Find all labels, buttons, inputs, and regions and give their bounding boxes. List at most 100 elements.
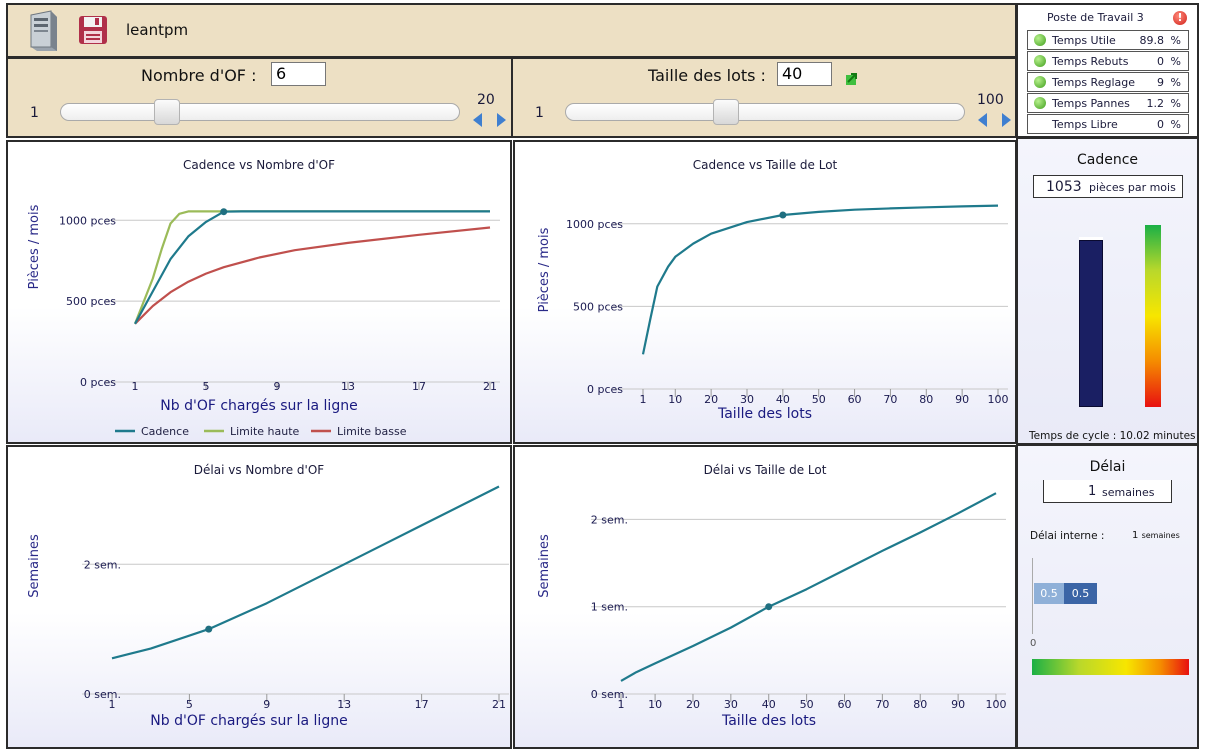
y-tick-label: 2 sem. [591, 513, 628, 526]
y-axis-title: Pièces / mois [27, 204, 42, 289]
status-led-icon [1034, 97, 1046, 109]
y-tick-label: 0 pces [587, 383, 623, 396]
of-decrement-icon[interactable] [473, 113, 482, 127]
save-icon[interactable] [78, 15, 108, 45]
delai-internal-label: Délai interne : [1030, 530, 1105, 542]
of-slider-min: 1 [30, 105, 39, 121]
delai-segment-2: 0.5 [1064, 583, 1097, 604]
y-tick-label: 0 pces [80, 376, 116, 389]
cadence-panel: Cadence 1053 pièces par mois Temps de cy… [1016, 137, 1199, 445]
lot-increment-icon[interactable] [1002, 113, 1011, 127]
x-tick-label: 10 [668, 393, 682, 406]
app-name: leantpm [126, 21, 189, 39]
cadence-level-track [1079, 237, 1103, 407]
x-tick-label: 90 [955, 393, 969, 406]
of-count-input[interactable]: 6 [271, 62, 326, 86]
lot-size-label: Taille des lots : [648, 66, 766, 85]
data-point-marker [765, 603, 773, 611]
chart-title: Cadence vs Taille de Lot [693, 158, 838, 172]
delai-unit: semaines [1102, 486, 1155, 499]
chart-delai-vs-of: Délai vs Nombre d'OF0 sem.2 sem.1 5 9 13 17 2… [27, 463, 509, 729]
of-slider-thumb[interactable] [154, 99, 180, 125]
x-tick-label: 70 [875, 698, 889, 711]
delai-segment-1: 0.5 [1034, 583, 1064, 604]
cadence-level-bar [1079, 240, 1103, 407]
x-tick-label: 1 [109, 698, 116, 711]
chart-panel-cadence-of: Cadence vs Nombre d'OF 0 pces 500 pces 1000… [6, 140, 512, 444]
legend-label: Cadence [141, 425, 189, 438]
x-tick-label: 1 [640, 393, 647, 406]
stat-row: Temps Libre 0% [1027, 114, 1189, 134]
lot-slider-thumb[interactable] [713, 99, 739, 125]
delai-value: 1 [1088, 484, 1097, 499]
stat-name: Temps Pannes [1052, 97, 1130, 110]
x-tick-label: 30 [724, 698, 738, 711]
cadence-value: 1053 [1046, 179, 1082, 195]
x-tick-label: 50 [800, 698, 814, 711]
x-tick-label: 100 [988, 393, 1009, 406]
legend-label: Limite basse [337, 425, 407, 438]
cadence-color-scale [1145, 225, 1161, 407]
x-tick-label: 5 [186, 698, 193, 711]
x-tick-label: 80 [919, 393, 933, 406]
chart-title: Délai vs Taille de Lot [704, 463, 827, 477]
chart-title: Délai vs Nombre d'OF [194, 463, 324, 477]
x-tick-label: 40 [762, 698, 776, 711]
lot-control-panel: Taille des lots : 40 1 100 [511, 57, 1017, 138]
stat-name: Temps Libre [1052, 118, 1118, 131]
of-slider-track[interactable] [60, 103, 460, 121]
stat-value: 9 [1157, 76, 1164, 89]
x-tick-label: 10 [648, 698, 662, 711]
x-tick-label: 30 [740, 393, 754, 406]
alert-icon[interactable]: ! [1173, 11, 1187, 25]
delai-panel: Délai 1 semaines Délai interne : 1 semai… [1016, 444, 1199, 749]
x-tick-label: 100 [986, 698, 1007, 711]
lot-slider-max: 100 [977, 92, 1004, 108]
data-point-marker [220, 208, 228, 216]
x-tick-label: 90 [951, 698, 965, 711]
data-point-marker [205, 625, 213, 633]
stat-unit: % [1170, 34, 1181, 47]
status-led-icon [1034, 34, 1046, 46]
lot-slider-track[interactable] [565, 103, 965, 121]
y-axis-title: Pièces / mois [537, 227, 552, 312]
stat-name: Temps Reglage [1052, 76, 1135, 89]
lot-size-input[interactable]: 40 [777, 62, 832, 86]
cadence-value-box: 1053 pièces par mois [1033, 175, 1183, 198]
stat-row: Temps Pannes 1.2% [1027, 93, 1189, 113]
x-tick-label: 60 [848, 393, 862, 406]
y-axis-title: Semaines [27, 534, 42, 598]
cadence-title: Cadence [1076, 152, 1139, 168]
workstation-title: Poste de Travail 3 [1047, 11, 1144, 24]
x-tick-label: 80 [913, 698, 927, 711]
stat-value: 1.2 [1146, 97, 1165, 110]
x-tick-label: 50 [812, 393, 826, 406]
series-line [133, 210, 490, 325]
apply-icon[interactable] [845, 71, 859, 85]
lot-decrement-icon[interactable] [978, 113, 987, 127]
server-icon[interactable] [25, 9, 59, 53]
y-tick-label: 1000 pces [566, 218, 623, 231]
x-tick-label: 13 [341, 380, 355, 393]
stat-unit: % [1170, 76, 1181, 89]
of-slider-max: 20 [477, 92, 495, 108]
x-tick-label: 9 [263, 698, 270, 711]
chart-cadence-vs-of: Cadence vs Nombre d'OF 0 pces 500 pces 1000… [27, 158, 500, 438]
x-axis-title: Taille des lots [721, 713, 816, 729]
stat-name: Temps Utile [1052, 34, 1116, 47]
delai-value-box: 1 semaines [1043, 480, 1172, 503]
delai-axis-line [1032, 558, 1033, 634]
of-increment-icon[interactable] [497, 113, 506, 127]
x-tick-label: 9 [274, 380, 281, 393]
stat-row: Temps Utile 89.8% [1027, 30, 1189, 50]
lot-slider-min: 1 [535, 105, 544, 121]
chart-panel-delai-of: Délai vs Nombre d'OF 0 sem. 2 sem. 1 5 9 13 17 2… [6, 445, 512, 749]
series-line [134, 226, 491, 325]
x-axis-title: Nb d'OF chargés sur la ligne [160, 398, 357, 414]
x-tick-label: 20 [704, 393, 718, 406]
y-tick-label: 500 pces [66, 295, 116, 308]
delai-title: Délai [1089, 459, 1126, 475]
status-led-icon [1034, 55, 1046, 67]
stat-row: Temps Rebuts 0% [1027, 51, 1189, 71]
y-axis-title: Semaines [537, 534, 552, 598]
